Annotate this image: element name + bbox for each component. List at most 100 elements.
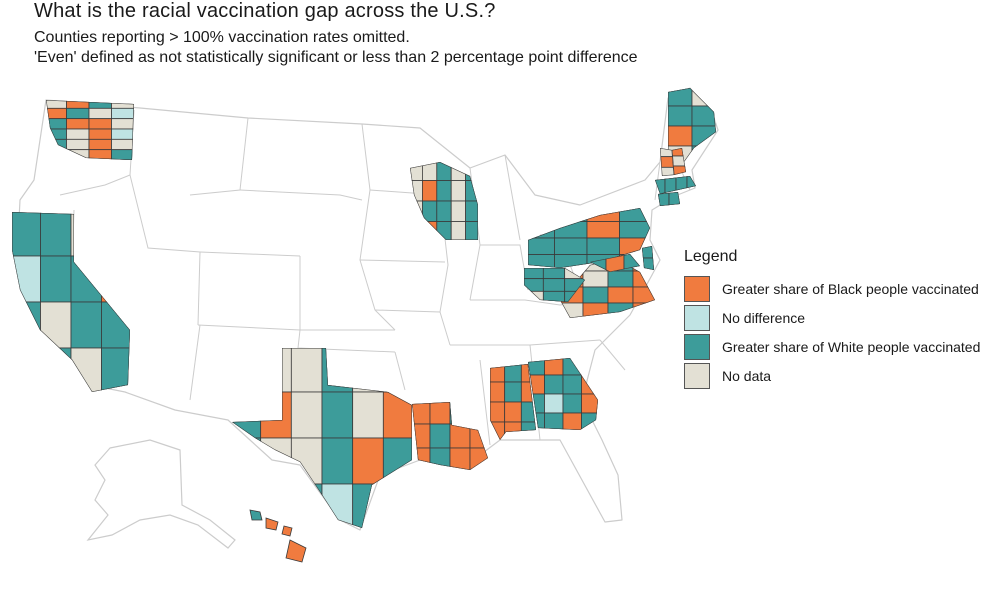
county-cell — [66, 138, 90, 151]
county-cell — [436, 200, 452, 222]
legend-label: No data — [722, 367, 772, 384]
county-cell — [111, 128, 134, 140]
legend-swatch-white — [684, 333, 710, 360]
county-cell — [66, 118, 90, 130]
county-cell — [290, 483, 323, 528]
island — [249, 509, 263, 521]
county-cell — [421, 180, 438, 202]
legend-label: No difference — [722, 309, 806, 326]
county-cell — [321, 437, 354, 485]
county-cell — [672, 165, 686, 175]
county-cell — [642, 257, 654, 270]
county-cell — [686, 176, 696, 194]
county-cell — [582, 270, 609, 288]
county-cell — [40, 212, 72, 257]
county-cell — [70, 301, 102, 349]
county-cell — [504, 401, 522, 423]
county-cell — [40, 347, 72, 392]
county-cell — [668, 105, 693, 127]
county-cell — [88, 107, 112, 120]
county-cell — [449, 447, 471, 470]
island — [265, 517, 279, 531]
map-subtitle-omitted-note: Counties reporting > 100% vaccination ra… — [34, 29, 410, 46]
county-cell — [12, 255, 41, 303]
state-edge-california — [12, 212, 130, 392]
county-cell — [607, 286, 634, 304]
county-cell — [290, 348, 323, 393]
county-cell — [429, 423, 451, 449]
county-cell — [632, 286, 655, 304]
county-cell — [12, 212, 41, 257]
county-cell — [544, 393, 564, 414]
county-cell — [382, 483, 412, 528]
state-counties-hawaii — [249, 509, 307, 563]
county-cell — [101, 347, 130, 392]
state-counties-wisconsin — [410, 162, 478, 240]
county-cell — [382, 437, 412, 485]
county-cell — [111, 138, 134, 151]
county-cell — [111, 149, 134, 160]
state-edge-texas — [232, 348, 412, 528]
state-edge-wisconsin — [410, 162, 478, 240]
county-cell — [542, 278, 566, 292]
county-cell — [88, 118, 112, 130]
legend-item-no-difference: No difference — [684, 303, 1000, 332]
county-cell — [668, 192, 680, 206]
county-cell — [429, 402, 451, 425]
legend-item-no-data: No data — [684, 361, 1000, 390]
county-cell — [12, 301, 41, 349]
county-cell — [632, 302, 655, 318]
county-cell — [70, 347, 102, 392]
alaska-outline — [86, 439, 236, 549]
legend-swatch-black — [684, 275, 710, 302]
county-cell — [352, 437, 384, 485]
county-cell — [607, 270, 634, 288]
county-cell — [429, 447, 451, 470]
state-edge-georgia — [528, 358, 598, 430]
county-cell — [321, 391, 354, 439]
county-cell — [562, 393, 582, 414]
county-cell — [66, 128, 90, 140]
legend-label: Greater share of Black people vaccinated — [722, 280, 979, 297]
state-edge-pennsylvania — [528, 208, 650, 268]
county-cell — [582, 286, 609, 304]
state-counties-delaware — [642, 246, 654, 270]
county-cell — [111, 107, 134, 120]
county-cell — [450, 200, 467, 222]
island — [281, 525, 293, 537]
legend-swatch-none — [684, 304, 710, 331]
county-cell — [450, 180, 467, 202]
county-cell — [668, 125, 693, 147]
legend-item-white-vaccinated: Greater share of White people vaccinated — [684, 332, 1000, 361]
county-cell — [352, 391, 384, 439]
county-cell — [668, 88, 693, 107]
county-cell — [88, 128, 112, 140]
legend-title: Legend — [684, 248, 738, 265]
county-cell — [450, 221, 467, 240]
legend: Legend Greater share of Black people vac… — [684, 248, 1000, 390]
state-edge-washington — [46, 100, 134, 160]
map-title: What is the racial vaccination gap acros… — [34, 0, 496, 22]
county-cell — [40, 301, 72, 349]
county-cell — [586, 221, 620, 239]
county-cell — [469, 447, 488, 470]
county-cell — [66, 100, 90, 109]
state-counties-connecticut — [658, 192, 680, 206]
county-cell — [562, 374, 582, 395]
legend-label: Greater share of White people vaccinated — [722, 338, 981, 355]
map-subtitle-even-definition: 'Even' defined as not statistically sign… — [34, 49, 638, 66]
legend-swatch-nodata — [684, 362, 710, 389]
state-edge-louisiana — [412, 402, 488, 470]
county-cell — [436, 180, 452, 202]
state-counties-vermont — [660, 148, 674, 176]
county-cell — [88, 138, 112, 151]
county-cell — [111, 118, 134, 130]
county-cell — [66, 107, 90, 120]
state-edge-alabama — [490, 364, 536, 440]
island — [285, 539, 307, 563]
county-cell — [290, 391, 323, 439]
county-cell — [465, 221, 478, 240]
county-cell — [660, 166, 674, 176]
county-cell — [586, 237, 620, 255]
